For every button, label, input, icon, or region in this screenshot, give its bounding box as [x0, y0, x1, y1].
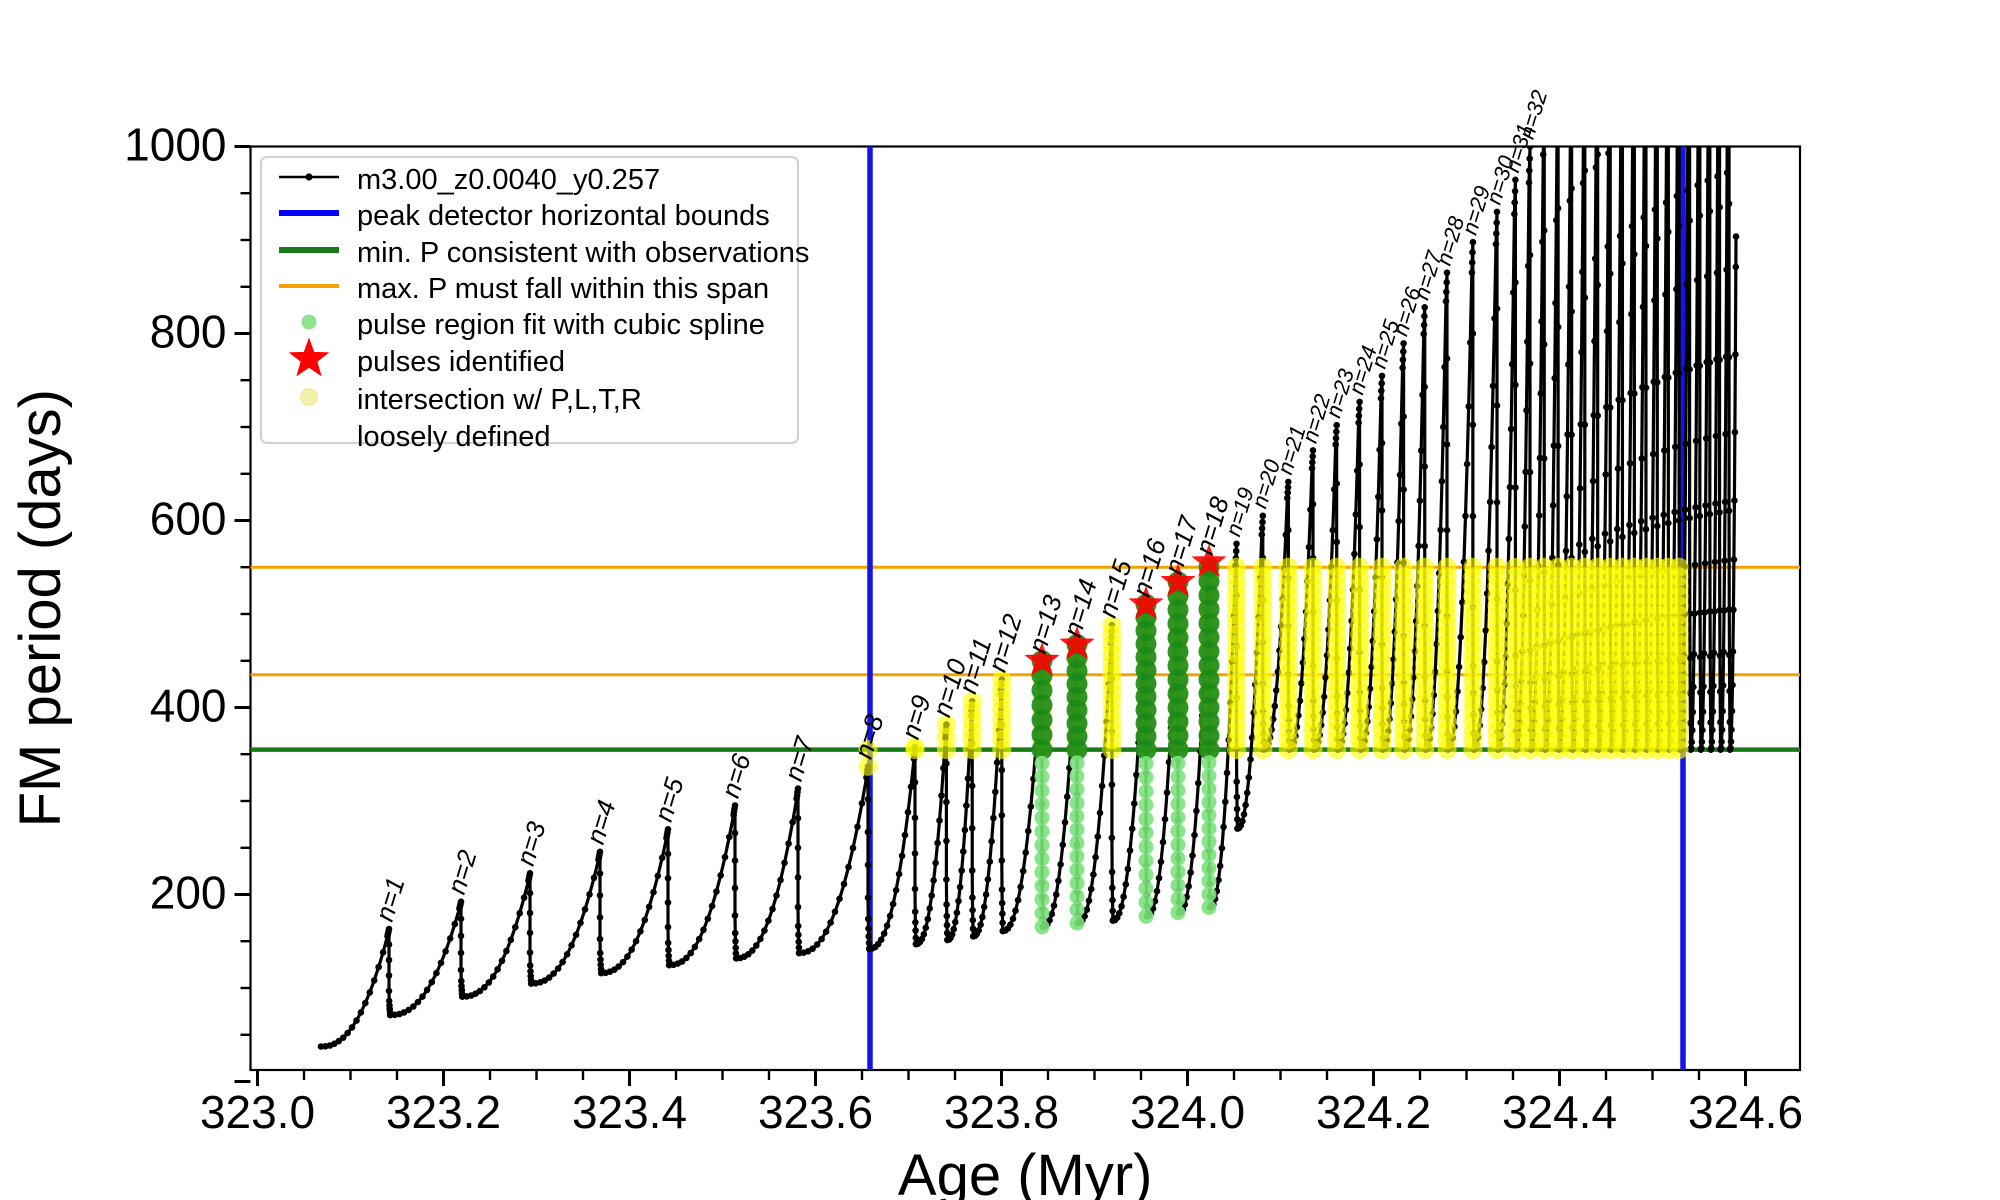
svg-text:intersection w/ P,L,T,R: intersection w/ P,L,T,R: [357, 384, 642, 416]
svg-text:FM period (days): FM period (days): [8, 389, 73, 827]
svg-text:pulse region fit with cubic sp: pulse region fit with cubic spline: [357, 309, 765, 341]
svg-text:323.2: 323.2: [386, 1086, 501, 1138]
svg-text:324.0: 324.0: [1130, 1086, 1245, 1138]
svg-text:m3.00_z0.0040_y0.257: m3.00_z0.0040_y0.257: [357, 164, 660, 196]
svg-text:324.4: 324.4: [1502, 1086, 1617, 1138]
svg-text:800: 800: [150, 306, 227, 358]
svg-text:pulses identified: pulses identified: [357, 346, 565, 378]
svg-text:324.6: 324.6: [1688, 1086, 1803, 1138]
svg-text:loosely defined: loosely defined: [357, 421, 550, 453]
svg-text:200: 200: [150, 867, 227, 919]
svg-text:max. P must fall within this s: max. P must fall within this span: [357, 273, 769, 305]
svg-text:600: 600: [150, 493, 227, 545]
svg-text:324.2: 324.2: [1316, 1086, 1431, 1138]
svg-text:323.0: 323.0: [200, 1086, 315, 1138]
svg-text:1000: 1000: [124, 119, 226, 171]
svg-text:min. P consistent with observa: min. P consistent with observations: [357, 237, 809, 269]
svg-text:Age (Myr): Age (Myr): [898, 1143, 1153, 1200]
svg-text:peak detector horizontal bound: peak detector horizontal bounds: [357, 200, 770, 232]
svg-text:323.4: 323.4: [572, 1086, 687, 1138]
svg-text:400: 400: [150, 680, 227, 732]
svg-text:323.8: 323.8: [944, 1086, 1059, 1138]
svg-text:323.6: 323.6: [758, 1086, 873, 1138]
